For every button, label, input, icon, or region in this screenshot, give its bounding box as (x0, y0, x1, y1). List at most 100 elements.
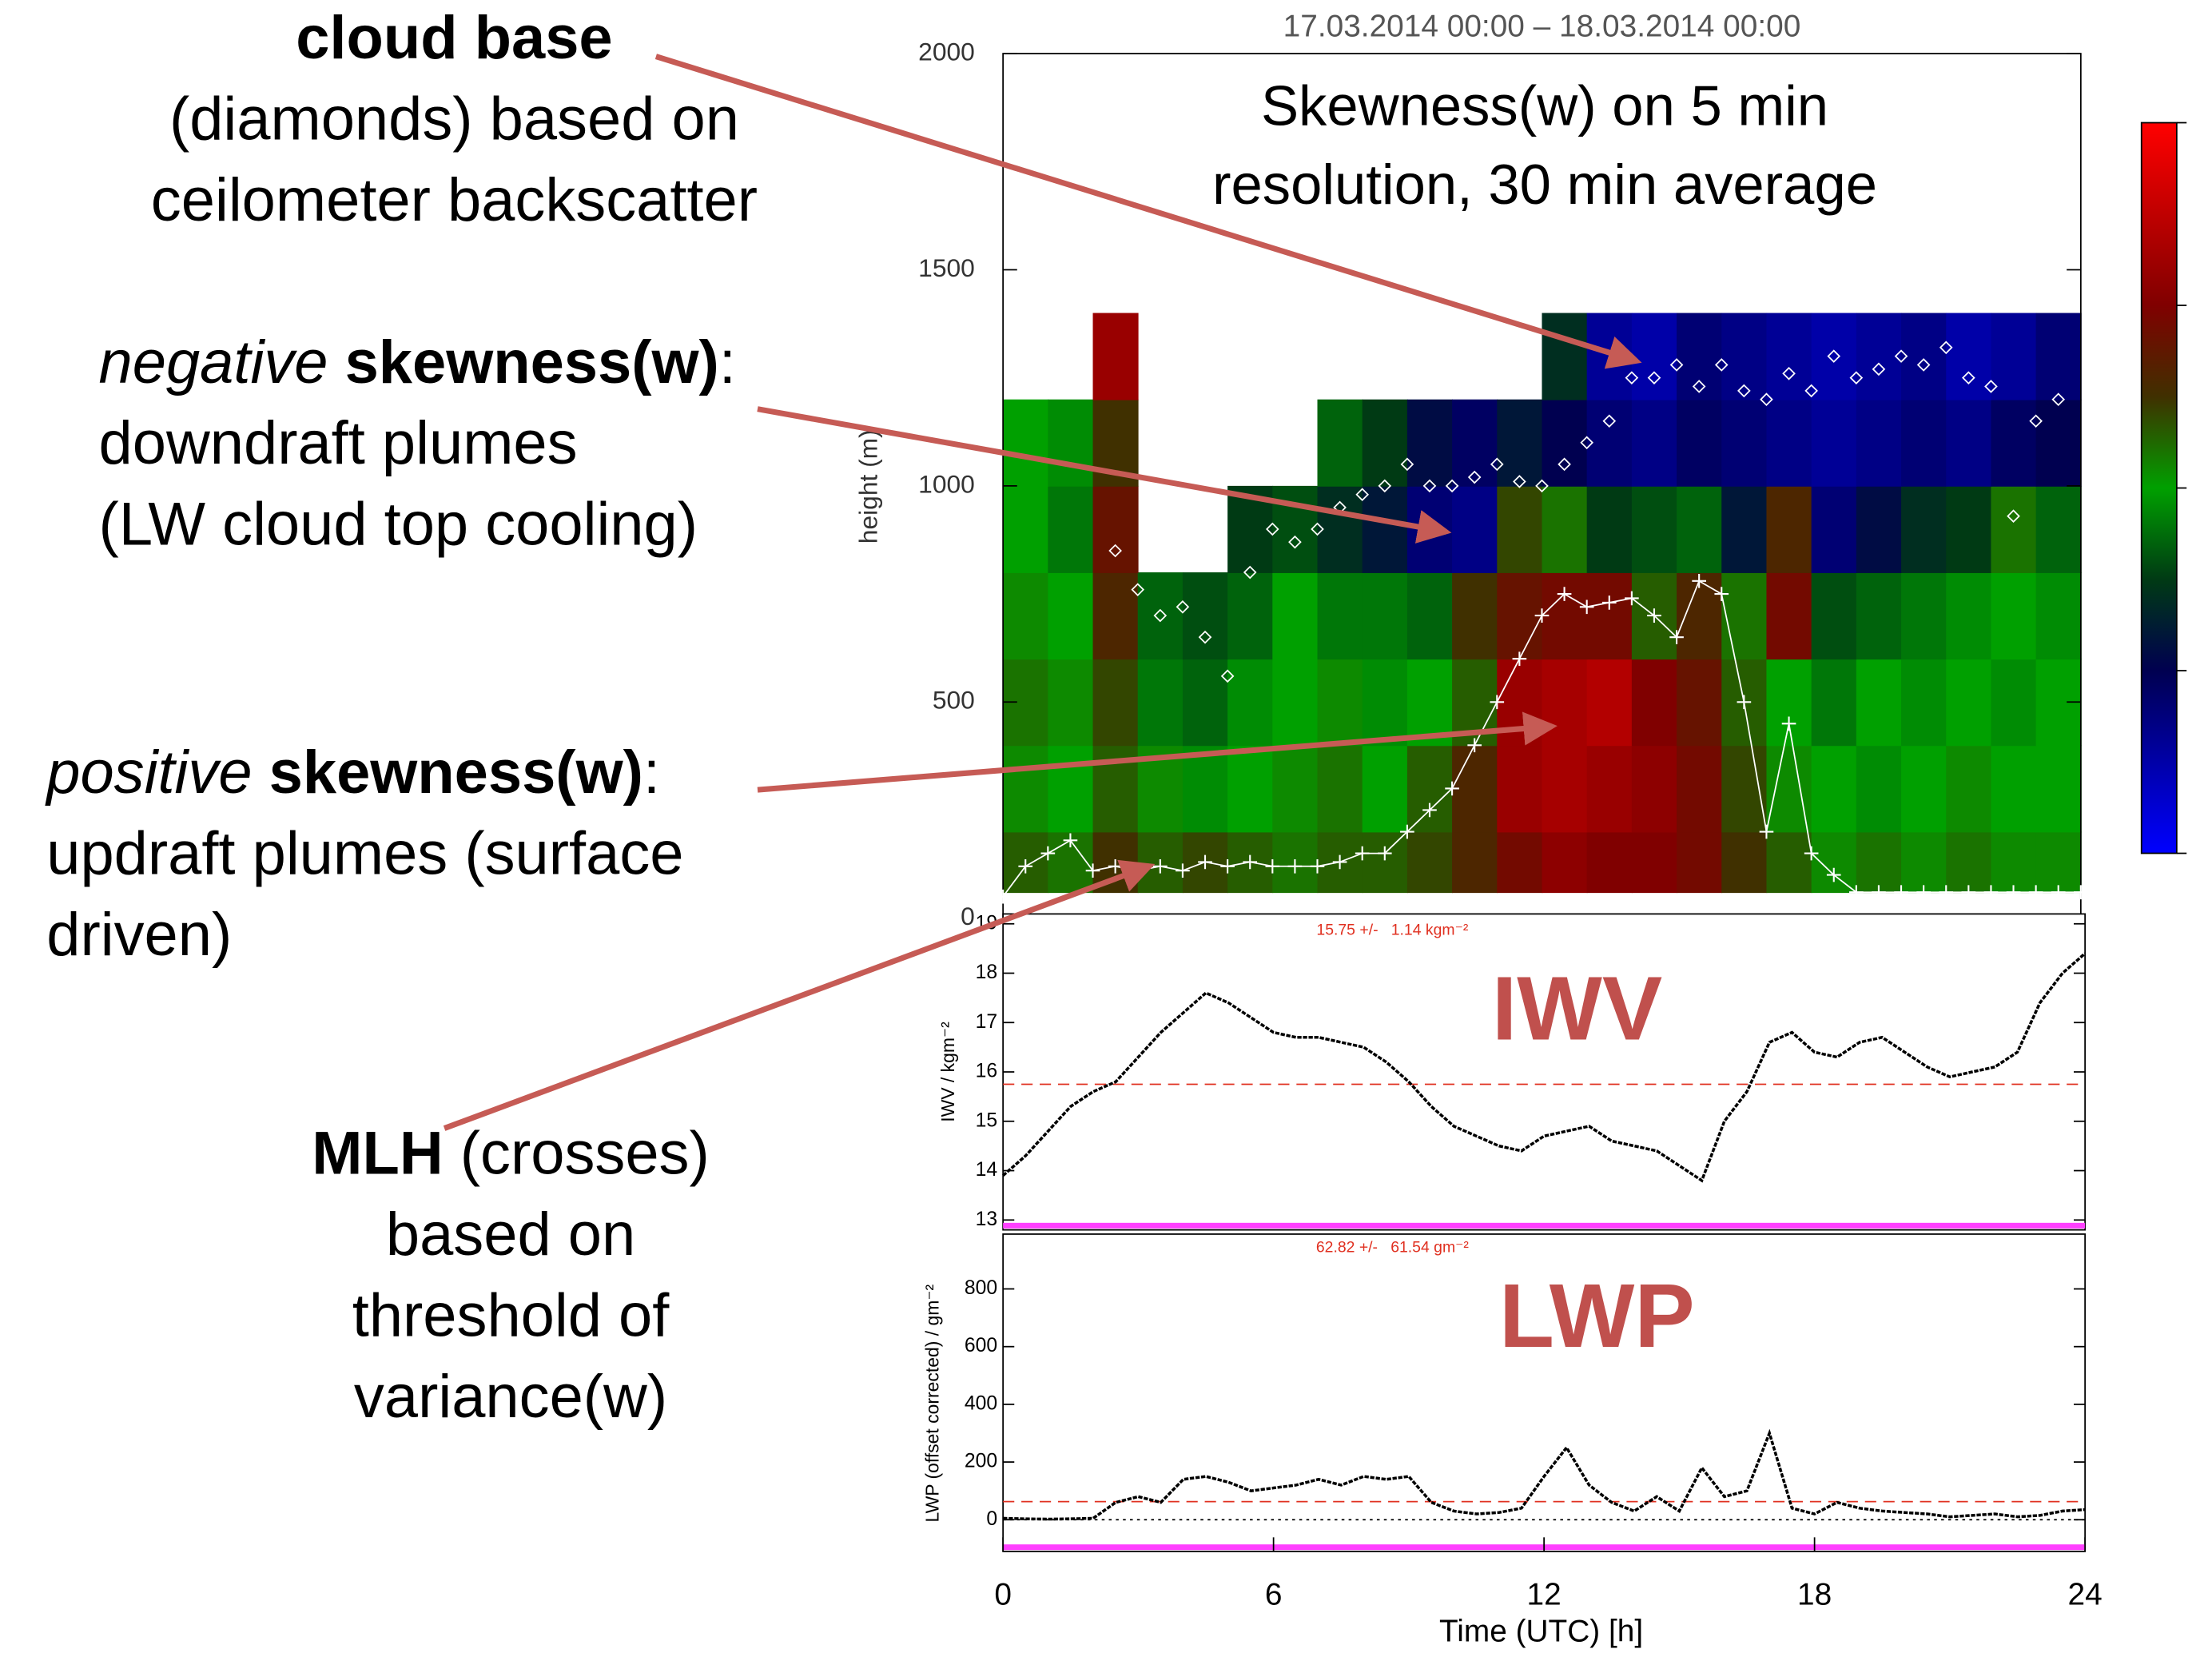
heatmap-cell (1497, 745, 1543, 833)
annotations: cloud base (diamonds) based on ceilometer … (45, 4, 758, 1431)
heatmap-cell (1092, 313, 1139, 400)
cloud-base-diamond (1804, 384, 1818, 398)
mlh-cross (1176, 863, 1190, 878)
cloud-base-diamond (1782, 366, 1796, 380)
heatmap-cell (1362, 485, 1408, 573)
mlh-cross (2051, 885, 2066, 900)
mlh-cross (1467, 738, 1482, 753)
heatmap-cell (1048, 485, 1094, 573)
heatmap-cell (1766, 831, 1812, 894)
mlh-cross (1085, 863, 1100, 878)
heatmap-cell (1317, 572, 1363, 660)
heatmap-cell (1586, 572, 1633, 660)
heatmap-cell (1317, 485, 1363, 573)
heatmap-cell (1586, 745, 1633, 833)
heatmap-cell (1631, 745, 1677, 833)
heatmap-cell (1811, 399, 1857, 487)
mlh-cross (1377, 846, 1392, 861)
cloud-base-diamond (1265, 522, 1279, 536)
annotation-text: skewness(w) (253, 739, 643, 807)
heatmap-cell (1811, 745, 1857, 833)
cloud-base-diamond (1513, 475, 1526, 488)
cloud-base-diamond (1984, 380, 1998, 393)
y-tick-label: 400 (965, 1392, 997, 1414)
annotation-line: cloud base (296, 4, 612, 72)
cloud-base-diamond (1378, 479, 1392, 493)
heatmap-cell (2035, 313, 2082, 400)
heatmap-cell (2035, 572, 2082, 660)
heatmap-cell (1766, 313, 1812, 400)
panel-label: LWP (1499, 1265, 1695, 1366)
annotation-text: ceilometer backscatter (151, 166, 758, 234)
heatmap-cell (2035, 831, 2082, 894)
cloud-base-diamond (1625, 371, 1639, 384)
cloud-base-diamond (1737, 384, 1751, 398)
annotation-text: (LW cloud top cooling) (99, 491, 698, 559)
mean-label: 62.82 +/- 61.54 gm⁻² (1316, 1239, 1470, 1257)
heatmap-cell (1766, 745, 1812, 833)
cloud-base-diamond (1535, 479, 1549, 493)
heatmap-cell (1856, 831, 1902, 894)
heatmap-cell (1497, 485, 1543, 573)
annotation-line: driven) (46, 901, 232, 969)
cloud-base-diamond (1355, 488, 1370, 501)
cloud-base-diamond (1220, 669, 1235, 683)
annotation-text: skewness(w) (328, 329, 719, 396)
heatmap-cell (1811, 572, 1857, 660)
mlh-cross (1916, 885, 1931, 900)
heatmap-cell (1092, 572, 1139, 660)
annotation-text: cloud base (296, 4, 612, 72)
heatmap-cell (1677, 745, 1723, 833)
cloud-base-diamond (1490, 457, 1504, 472)
heatmap-cell (1901, 659, 1947, 747)
heatmap-cell (1677, 831, 1723, 894)
annotation-text: threshold of (352, 1282, 670, 1350)
cloud-base-diamond (2051, 392, 2066, 407)
mlh-cross (1063, 833, 1078, 848)
mlh-cross (1152, 858, 1168, 874)
heatmap-cell (1362, 831, 1408, 894)
annotation-text: variance(w) (354, 1363, 667, 1431)
mlh-cross (1804, 846, 1819, 861)
heatmap-cell (1901, 745, 1947, 833)
heatmap-cell (1901, 831, 1947, 894)
mlh-cross (1625, 591, 1639, 606)
colorbar (2140, 121, 2178, 854)
cloud-base-diamond (1243, 565, 1257, 580)
arrows (443, 54, 1642, 1131)
cloud-base-diamond (1467, 470, 1482, 484)
mlh-cross (1737, 695, 1752, 710)
heatmap-cell (1586, 831, 1633, 894)
mlh-cross (1534, 608, 1550, 623)
heatmap-cell (1811, 659, 1857, 747)
heatmap-cell (1048, 745, 1094, 833)
arrow (757, 406, 1452, 544)
heatmap-cell (1542, 745, 1588, 833)
heatmap-cell (1766, 399, 1812, 487)
mlh-cross (1759, 824, 1774, 839)
heatmap-cell (1003, 745, 1049, 833)
mlh-cross (1040, 846, 1056, 861)
mlh-cross (1198, 854, 1212, 870)
annotation-line: updraft plumes (surface (46, 820, 683, 888)
heatmap-cell (1227, 659, 1274, 747)
panel-label: IWV (1492, 958, 1662, 1058)
heatmap-cell (1272, 572, 1319, 660)
annotation-text: (diamonds) based on (169, 85, 739, 153)
heatmap-cell (1586, 485, 1633, 573)
heatmap-cell (1901, 399, 1947, 487)
heatmap-cell (2035, 399, 2082, 487)
annotation-text: MLH (312, 1120, 443, 1188)
mlh-cross (2006, 885, 2021, 900)
y-axis-label: height (m) (854, 429, 883, 544)
mlh-cross (1422, 803, 1437, 818)
cloud-base-diamond (1131, 583, 1145, 596)
annotation-text: based on (386, 1201, 635, 1269)
heatmap-cell (2035, 745, 2082, 833)
annotation-line: variance(w) (354, 1363, 667, 1431)
mlh-cross (1601, 595, 1617, 610)
heatmap-cell (1677, 399, 1723, 487)
cloud-base-diamond (1714, 358, 1729, 372)
